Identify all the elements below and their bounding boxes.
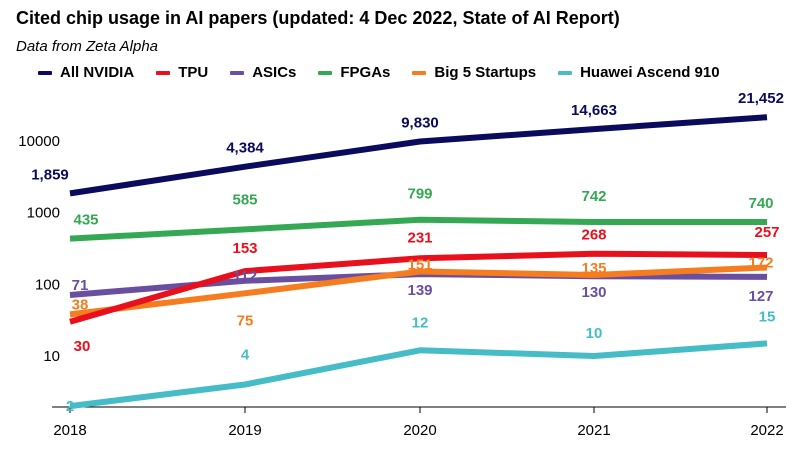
legend-label: FPGAs bbox=[340, 64, 391, 81]
legend-swatch bbox=[412, 70, 427, 75]
legend-label: Big 5 Startups bbox=[434, 64, 537, 81]
chart-title: Cited chip usage in AI papers (updated: … bbox=[16, 8, 620, 28]
data-label: 12 bbox=[412, 314, 429, 331]
x-tick-label: 2020 bbox=[403, 422, 436, 439]
legend-label: ASICs bbox=[252, 64, 297, 81]
legend: All NVIDIA TPU ASICs FPGAs Big 5 Startups Hua… bbox=[38, 64, 742, 81]
legend-swatch bbox=[558, 70, 573, 75]
data-label: 742 bbox=[581, 188, 606, 205]
data-label: 153 bbox=[232, 240, 257, 257]
data-label: 1,859 bbox=[31, 166, 69, 183]
series-line bbox=[69, 250, 768, 325]
series-line bbox=[69, 114, 768, 197]
legend-swatch bbox=[156, 70, 171, 75]
data-label: 15 bbox=[759, 308, 776, 325]
legend-label: Huawei Ascend 910 bbox=[580, 64, 720, 81]
legend-swatch bbox=[38, 70, 52, 75]
data-label: 30 bbox=[74, 338, 91, 355]
x-tick-label: 2021 bbox=[577, 422, 610, 439]
legend-label: All NVIDIA bbox=[60, 64, 135, 81]
legend-item: TPU bbox=[156, 64, 208, 81]
data-label: 10 bbox=[586, 325, 603, 342]
data-label: 172 bbox=[748, 254, 773, 271]
data-label: 257 bbox=[754, 224, 779, 241]
y-tick-label: 1000 bbox=[27, 205, 60, 222]
legend-swatch bbox=[230, 70, 245, 75]
data-label: 435 bbox=[73, 212, 98, 229]
series-line bbox=[69, 264, 768, 318]
x-tick-label: 2018 bbox=[53, 422, 86, 439]
legend-item: Huawei Ascend 910 bbox=[558, 64, 720, 81]
data-label: 127 bbox=[748, 288, 773, 305]
data-label: 799 bbox=[407, 186, 432, 203]
data-label: 585 bbox=[232, 191, 257, 208]
data-label: 135 bbox=[581, 260, 606, 277]
data-label: 268 bbox=[581, 227, 606, 244]
series-line bbox=[69, 340, 768, 410]
data-label: 9,830 bbox=[401, 115, 439, 132]
data-label: 2 bbox=[66, 398, 74, 415]
data-label: 75 bbox=[237, 312, 254, 329]
y-tick-label: 10 bbox=[43, 348, 60, 365]
y-tick-label: 100 bbox=[35, 276, 60, 293]
legend-label: TPU bbox=[178, 64, 209, 81]
data-label: 14,663 bbox=[571, 102, 617, 119]
data-label: 139 bbox=[407, 282, 432, 299]
data-label: 4,384 bbox=[226, 140, 264, 157]
legend-item: FPGAs bbox=[318, 64, 390, 81]
data-label: 21,452 bbox=[738, 90, 784, 107]
legend-item: ASICs bbox=[230, 64, 296, 81]
data-label: 4 bbox=[241, 347, 250, 364]
data-label: 151 bbox=[407, 257, 432, 274]
data-label: 231 bbox=[407, 229, 432, 246]
x-tick-label: 2022 bbox=[750, 422, 783, 439]
series-line bbox=[69, 216, 767, 242]
data-label: 38 bbox=[72, 296, 89, 313]
chart-subtitle: Data from Zeta Alpha bbox=[16, 38, 159, 55]
data-label: 130 bbox=[581, 284, 606, 301]
legend-item: Big 5 Startups bbox=[412, 64, 536, 81]
y-tick-label: 10000 bbox=[18, 133, 60, 150]
legend-item: All NVIDIA bbox=[38, 64, 134, 81]
legend-swatch bbox=[318, 70, 333, 75]
data-label: 740 bbox=[748, 195, 773, 212]
data-label: 112 bbox=[233, 268, 257, 285]
x-tick-label: 2019 bbox=[228, 422, 261, 439]
data-label: 71 bbox=[72, 277, 89, 294]
